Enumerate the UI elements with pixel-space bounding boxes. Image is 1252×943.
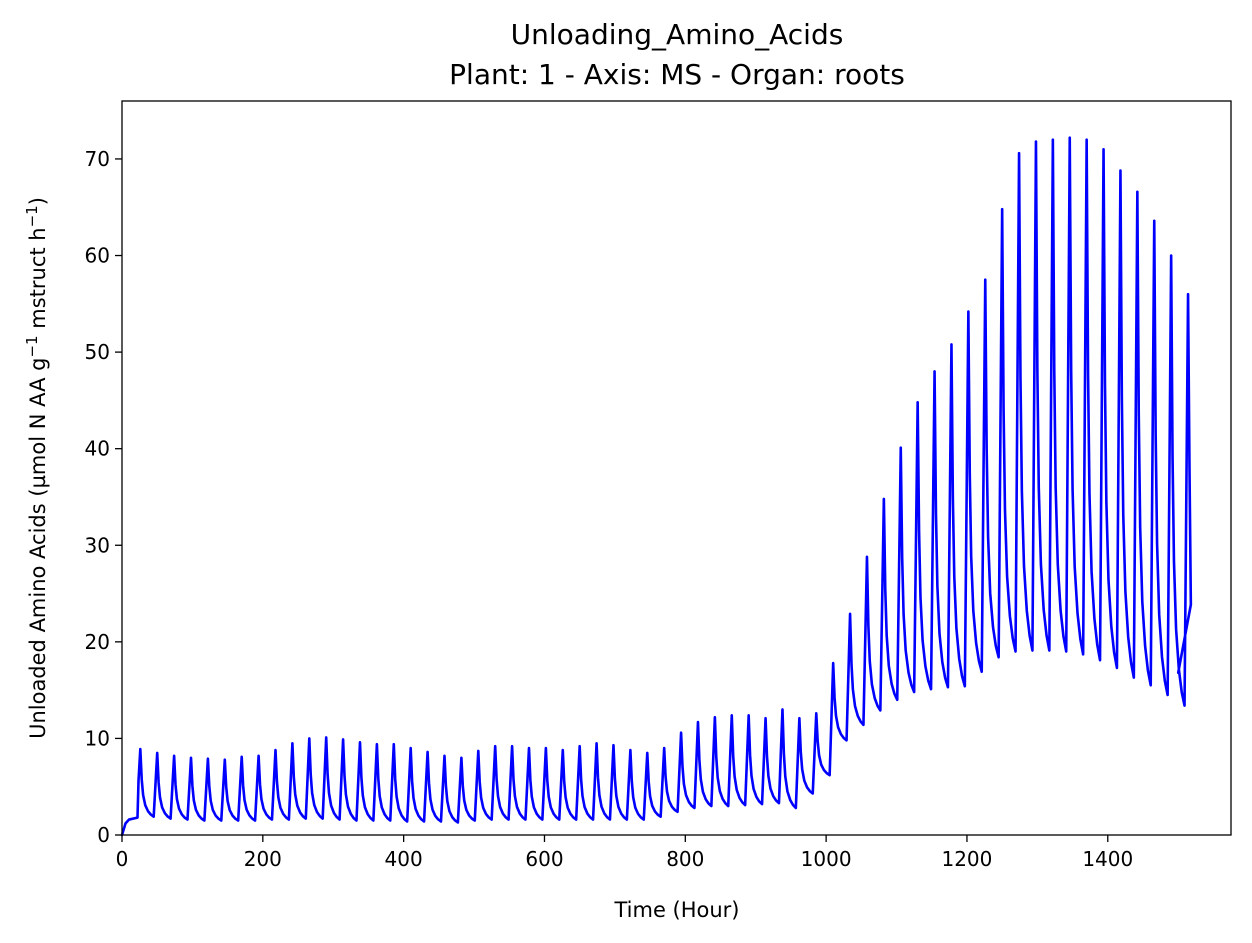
y-axis-label-sup-2: −1 [23, 205, 41, 227]
x-tick-label: 1400 [1082, 847, 1133, 871]
x-tick-label: 200 [244, 847, 282, 871]
y-tick-label: 50 [85, 340, 110, 364]
x-tick-label: 600 [525, 847, 563, 871]
x-tick-label: 1000 [801, 847, 852, 871]
x-axis-ticks: 0 200 400 600 800 1000 1200 1400 [116, 835, 1133, 871]
x-tick-label: 0 [116, 847, 129, 871]
x-tick-label: 400 [385, 847, 423, 871]
series-line-unloaded-amino-acids [120, 136, 1193, 837]
x-axis-label: Time (Hour) [613, 898, 739, 922]
y-tick-label: 40 [85, 437, 110, 461]
y-axis-label-main: Unloaded Amino Acids (µmol N AA g [26, 358, 50, 739]
chart-subtitle: Plant: 1 - Axis: MS - Organ: roots [449, 58, 905, 91]
y-tick-label: 60 [85, 244, 110, 268]
axes-frame [121, 100, 1232, 836]
y-axis-label-mid: mstruct h [26, 227, 50, 335]
y-tick-label: 20 [85, 630, 110, 654]
plot-area [120, 136, 1193, 837]
y-axis-label-sup-1: −1 [23, 335, 41, 357]
y-axis-ticks: 0 10 20 30 40 50 60 70 [85, 147, 122, 847]
x-tick-label: 1200 [941, 847, 992, 871]
y-tick-label: 30 [85, 533, 110, 557]
y-axis-label: Unloaded Amino Acids (µmol N AA g−1 mstr… [23, 197, 50, 739]
y-tick-label: 70 [85, 147, 110, 171]
x-tick-label: 800 [666, 847, 704, 871]
chart-title-group: Unloading_Amino_Acids Plant: 1 - Axis: M… [449, 18, 905, 91]
y-tick-label: 10 [85, 726, 110, 750]
y-axis-label-end: ) [26, 197, 50, 205]
chart-title: Unloading_Amino_Acids [511, 18, 844, 51]
y-tick-label: 0 [97, 823, 110, 847]
